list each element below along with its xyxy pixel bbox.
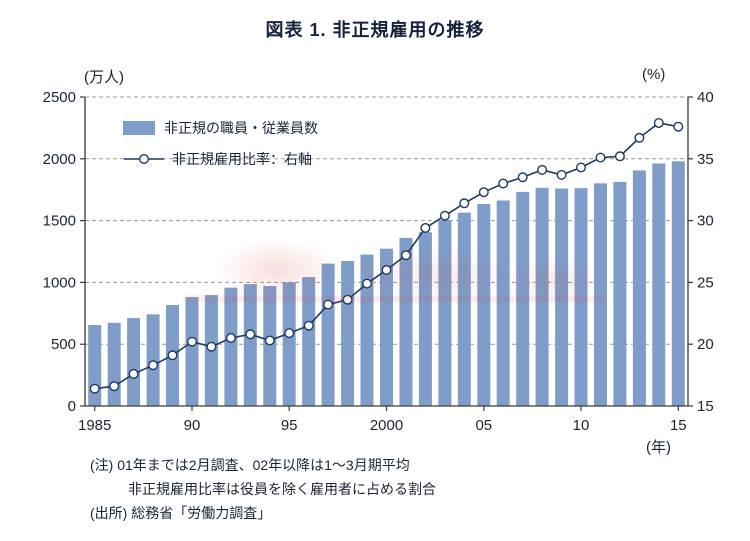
line-marker	[206, 341, 217, 352]
bar	[302, 277, 316, 406]
bar	[438, 220, 452, 406]
line-marker	[556, 169, 567, 180]
line-marker	[186, 336, 197, 347]
x-tick-label: 1985	[78, 417, 111, 434]
bar	[127, 318, 141, 406]
legend-line-marker	[124, 153, 164, 165]
left-tick-label: 1000	[43, 274, 76, 291]
note-source: (出所) 総務省「労働力調査」	[90, 505, 272, 521]
line-marker	[401, 250, 412, 261]
line-marker	[420, 222, 431, 233]
line-marker	[595, 152, 606, 163]
legend-line-label: 非正規雇用比率：右軸	[172, 151, 312, 167]
left-tick-label: 2500	[43, 89, 76, 106]
bar	[360, 254, 374, 406]
line-marker	[653, 118, 664, 129]
right-tick-label: 15	[697, 398, 714, 415]
bar	[477, 204, 491, 406]
bar	[341, 261, 355, 406]
x-tick-label: 95	[281, 417, 298, 434]
bar	[496, 200, 510, 406]
bar	[613, 181, 627, 406]
bar	[185, 297, 199, 406]
bar	[632, 170, 646, 406]
bar	[380, 248, 393, 406]
chart-legend: 非正規の職員・従業員数 非正規雇用比率：右軸	[123, 118, 318, 169]
legend-item-line: 非正規雇用比率：右軸	[123, 149, 318, 169]
page-title: 図表 1. 非正規雇用の推移	[265, 20, 485, 40]
bar	[107, 322, 121, 406]
line-marker	[537, 164, 548, 175]
line-marker	[498, 178, 509, 189]
bar	[457, 212, 471, 406]
right-tick-label: 20	[697, 336, 714, 353]
line-marker	[284, 328, 295, 339]
note-survey-period: (注) 01年までは2月調査、02年以降は1～3月期平均	[90, 457, 410, 473]
line-marker	[381, 264, 392, 275]
line-marker	[323, 299, 334, 310]
line-marker	[517, 172, 528, 183]
line-marker	[459, 198, 470, 209]
line-marker	[264, 335, 275, 346]
bar	[88, 325, 102, 406]
line-marker	[167, 350, 178, 361]
x-tick-label: 05	[475, 417, 492, 434]
x-tick-label: 90	[184, 417, 201, 434]
bar	[594, 183, 607, 406]
chart-notes: (注) 01年までは2月調査、02年以降は1～3月期平均 非正規雇用比率は役員を…	[90, 453, 436, 525]
line-marker	[673, 121, 684, 132]
line-marker	[148, 360, 159, 371]
note-ratio-definition: 非正規雇用比率は役員を除く雇用者に占める割合	[128, 481, 436, 497]
bar	[224, 287, 238, 406]
left-axis-unit-label: (万人)	[84, 69, 124, 86]
bar	[146, 314, 160, 406]
left-tick-label: 500	[51, 336, 76, 353]
line-marker	[109, 381, 120, 392]
x-tick-label: 10	[573, 417, 590, 434]
line-marker	[576, 162, 587, 173]
line-marker	[89, 383, 100, 394]
x-tick-label: 2000	[370, 417, 403, 434]
line-marker	[303, 320, 314, 331]
line-marker	[439, 210, 450, 221]
bar	[243, 284, 257, 406]
left-tick-label: 0	[68, 398, 76, 415]
bar	[263, 286, 277, 406]
line-marker	[614, 151, 625, 162]
bar	[555, 188, 569, 406]
bar	[321, 263, 335, 406]
line-marker	[362, 278, 373, 289]
bar	[671, 161, 685, 406]
bar	[574, 188, 588, 406]
bar	[535, 187, 549, 406]
right-tick-label: 35	[697, 151, 714, 168]
right-axis-unit-label: (%)	[642, 66, 666, 83]
right-tick-label: 25	[697, 274, 714, 291]
left-tick-label: 1500	[43, 213, 76, 230]
bar	[282, 282, 296, 406]
line-marker	[245, 329, 256, 340]
x-tick-label: 15	[670, 417, 687, 434]
line-marker	[128, 368, 139, 379]
bar	[652, 163, 666, 406]
legend-bar-swatch	[123, 121, 155, 135]
line-marker	[634, 132, 645, 143]
right-tick-label: 40	[697, 89, 714, 106]
right-tick-label: 30	[697, 213, 714, 230]
legend-bar-label: 非正規の職員・従業員数	[164, 120, 318, 136]
line-marker	[225, 333, 236, 344]
legend-item-bars: 非正規の職員・従業員数	[123, 118, 318, 138]
bar	[399, 237, 413, 406]
line-marker	[342, 294, 353, 305]
bar	[418, 232, 432, 406]
left-tick-label: 2000	[43, 151, 76, 168]
x-axis-unit-label: (年)	[646, 439, 671, 456]
bar	[516, 191, 530, 406]
employment-chart: 0 500 1000 1500 2000 2500 15 20 25 30 35 40 1985 90 95…	[43, 89, 714, 434]
line-marker	[478, 187, 489, 198]
